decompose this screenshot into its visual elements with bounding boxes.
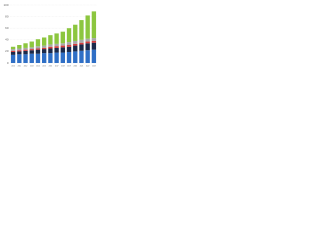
bar-segment (23, 47, 28, 50)
page: {"chart_data": {"type": "bar", "stacked"… (0, 0, 100, 71)
bar-segment (54, 43, 59, 47)
bar-segment (29, 50, 34, 54)
y-tick-label: 100 (3, 3, 8, 7)
x-tick-label: 2022 (86, 65, 90, 67)
bar-segment (54, 33, 59, 44)
bar-segment (79, 20, 84, 40)
bar-segment (17, 51, 22, 55)
bar-segment (60, 52, 65, 63)
bar-segment (73, 51, 78, 63)
bar-segment (60, 45, 65, 48)
bar-segment (66, 28, 72, 43)
bar-segment (10, 50, 16, 52)
bar-segment (42, 47, 47, 50)
bar-segment (10, 54, 16, 63)
bar-segment (48, 46, 53, 49)
bar-segment (60, 47, 65, 53)
bar-segment (91, 38, 97, 41)
x-tick-label: 2013 (30, 65, 34, 67)
bar-segment (91, 49, 97, 63)
bar-segment (48, 35, 53, 45)
chart: 0 20 40 60 80 100 2010 2011 2012 2013 2014 2015 2016… (3, 3, 97, 67)
x-tick-label: 2012 (24, 65, 28, 67)
bar-segment (48, 53, 53, 63)
bar-segment (73, 24, 78, 41)
bar-segment (17, 54, 22, 63)
bar-segment (35, 49, 41, 54)
bar-segment (35, 46, 41, 49)
bar-segment (73, 40, 78, 44)
bar-segment (23, 54, 28, 63)
bar-segment (17, 48, 22, 51)
bar-segment (73, 45, 78, 52)
bar-segment (85, 43, 90, 51)
bar-segment (54, 52, 59, 63)
bar-segment (23, 50, 28, 55)
bar-segment (66, 51, 72, 63)
bar-segment (35, 39, 41, 47)
x-tick-label: 2016 (49, 65, 53, 67)
y-tick-label: 40 (5, 38, 9, 42)
bar-segment (23, 43, 28, 48)
x-tick-label: 2020 (73, 65, 77, 67)
bar-segment (66, 45, 72, 47)
bar-segment (48, 44, 53, 47)
x-tick-label: 2021 (80, 65, 84, 67)
bar-segment (29, 41, 34, 48)
bar-segment (66, 46, 72, 52)
x-tick-label: 2010 (11, 65, 15, 67)
bar-segment (79, 39, 84, 43)
y-tick-label: 60 (5, 26, 9, 30)
bar-segment (54, 46, 59, 48)
x-tick-label: 2011 (18, 65, 22, 67)
x-tick-label: 2017 (55, 65, 59, 67)
bar-segment (23, 49, 28, 51)
y-tick-label: 20 (5, 49, 9, 53)
x-tick-label: 2023 (92, 65, 96, 67)
bar-segment (10, 51, 16, 55)
bar-segment (60, 43, 65, 46)
bar-segment (42, 45, 47, 48)
bar-segment (85, 38, 90, 42)
bar-segment (79, 44, 84, 51)
x-tick-label: 2015 (42, 65, 46, 67)
bar-segment (85, 41, 90, 44)
y-tick-label: 80 (5, 14, 9, 18)
bar-segment (35, 48, 41, 50)
bar-segment (42, 53, 47, 63)
bar-segment (79, 50, 84, 63)
x-tick-label: 2019 (67, 65, 71, 67)
bar-segment (35, 53, 41, 63)
bar-segment (91, 11, 97, 39)
bar-segment (60, 31, 65, 44)
bar-segment (91, 42, 97, 50)
bar-segment (85, 15, 90, 39)
bar-segment (42, 49, 47, 54)
bar-segment (66, 42, 72, 46)
bar-segment (54, 47, 59, 53)
bar-segment (29, 53, 34, 63)
bar-segment (17, 50, 22, 52)
bar-segment (10, 46, 16, 50)
bar-segment (91, 40, 97, 43)
bar-segment (79, 42, 84, 45)
x-tick-label: 2018 (61, 65, 65, 67)
bar-segment (29, 49, 34, 51)
bar-segment (73, 43, 78, 46)
bar-segment (85, 50, 90, 63)
bar-segment (48, 48, 53, 54)
x-tick-label: 2014 (36, 65, 40, 67)
bar-segment (17, 45, 22, 49)
bar-segment (29, 47, 34, 50)
bar-segment (42, 37, 47, 46)
bar-segment (10, 49, 16, 51)
y-tick-label: 0 (7, 61, 9, 65)
